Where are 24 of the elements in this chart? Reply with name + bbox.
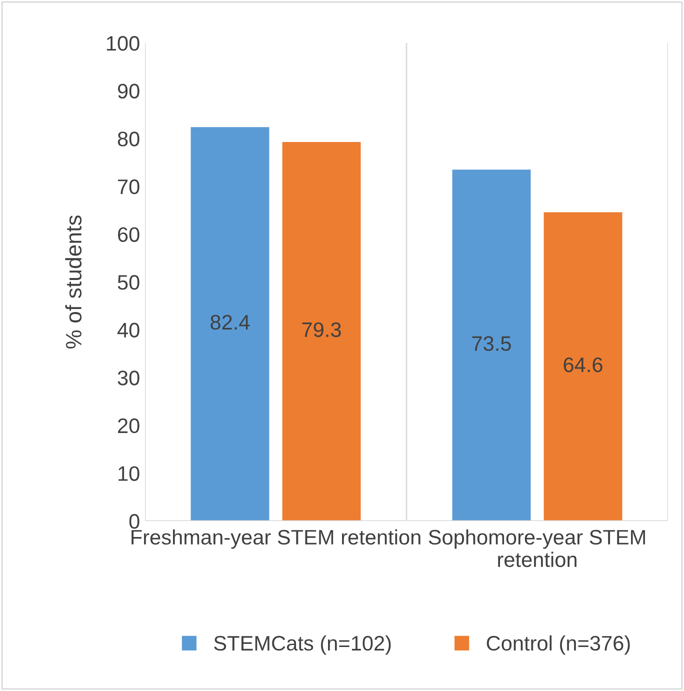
y-tick-label: 30 xyxy=(118,370,140,386)
y-tick-label: 20 xyxy=(118,418,140,434)
bar xyxy=(452,170,531,521)
bar xyxy=(190,127,270,521)
y-tick-label: 60 xyxy=(118,227,140,242)
y-tick-label: 80 xyxy=(118,132,140,146)
y-tick-label: 0 xyxy=(129,514,140,529)
y-tick-label: 70 xyxy=(118,179,140,194)
y-tick-label: 100 xyxy=(106,36,140,51)
y-tick-label: 90 xyxy=(118,84,140,99)
x-tick-label: Freshman-year STEM retention xyxy=(132,529,420,549)
data-label: 82.4 xyxy=(210,314,250,330)
data-label: 73.5 xyxy=(472,336,511,351)
bar xyxy=(282,142,361,521)
legend-label: STEMCats (n=102) xyxy=(214,635,391,655)
y-tick-label: 40 xyxy=(117,322,140,338)
data-label: 79.3 xyxy=(302,322,341,338)
data-label: 64.6 xyxy=(564,357,602,372)
y-axis-title: % of students xyxy=(65,215,82,349)
y-tick-label: 50 xyxy=(118,275,140,290)
y-tick-label: 10 xyxy=(118,466,140,481)
legend-label: Control (n=376) xyxy=(486,635,630,655)
x-tick-label: Sophomore-year STEM retention xyxy=(428,529,645,568)
bar xyxy=(544,212,622,521)
